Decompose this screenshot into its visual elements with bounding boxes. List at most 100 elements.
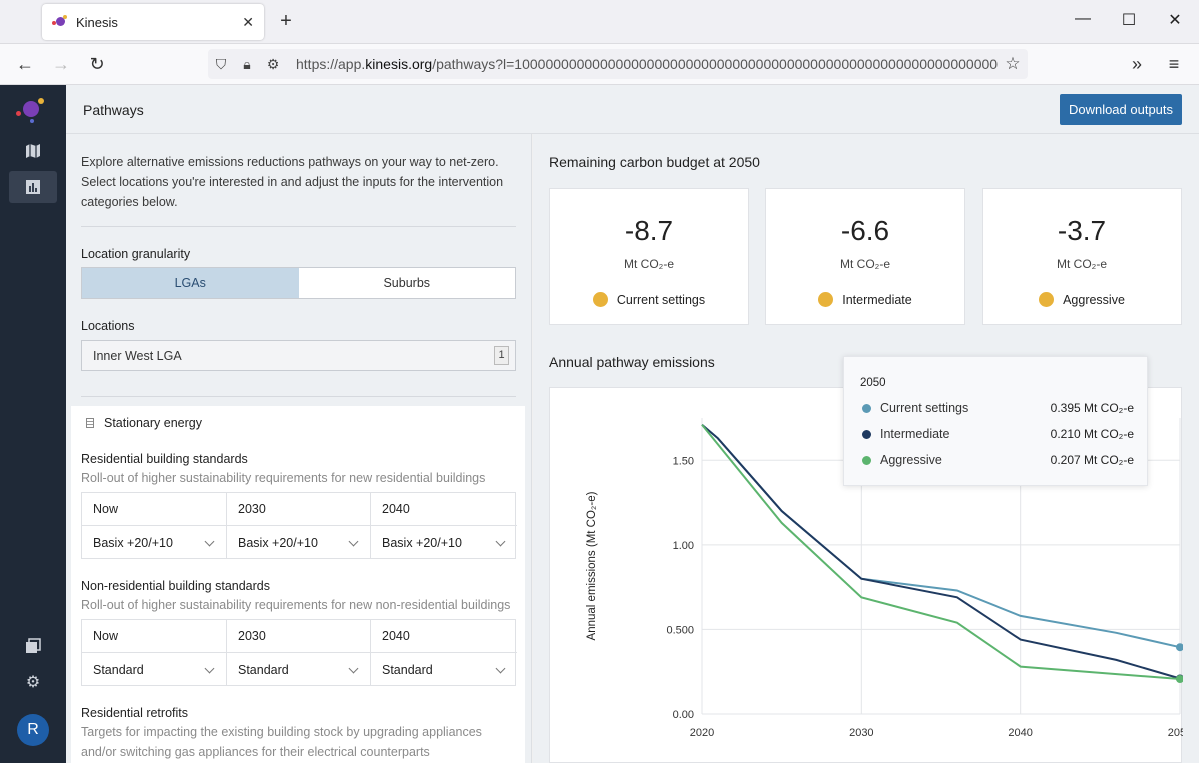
column-header-2040: 2040 bbox=[371, 493, 517, 526]
series-end-point bbox=[1176, 674, 1183, 683]
pathways-chart-icon[interactable] bbox=[9, 171, 57, 203]
y-tick-label: 1.00 bbox=[673, 540, 694, 552]
y-axis-label: Annual emissions (Mt CO₂-e) bbox=[586, 491, 598, 640]
kinesis-logo[interactable] bbox=[14, 95, 52, 125]
user-avatar[interactable]: R bbox=[17, 714, 49, 746]
url-text[interactable]: https://app.kinesis.org/pathways?l=10000… bbox=[296, 56, 998, 72]
select-value: Basix +20/+10 bbox=[93, 535, 173, 550]
intervention-title: Residential building standards bbox=[81, 452, 248, 466]
granularity-option-lgas[interactable]: LGAs bbox=[82, 268, 299, 298]
series-line bbox=[701, 424, 1181, 680]
lock-icon[interactable]: 🔒︎ bbox=[243, 55, 251, 72]
chevron-down-icon bbox=[204, 536, 215, 547]
column-header-now: Now bbox=[82, 620, 227, 653]
budget-unit: Mt CO₂-e bbox=[840, 257, 890, 271]
budget-card: -8.7 Mt CO₂-e Current settings bbox=[549, 188, 749, 325]
budget-unit: Mt CO₂-e bbox=[1057, 257, 1107, 271]
reload-button[interactable]: ↻ bbox=[89, 54, 105, 74]
download-outputs-button[interactable]: Download outputs bbox=[1060, 94, 1182, 125]
x-tick-label: 2040 bbox=[1008, 727, 1032, 739]
scenario-dot bbox=[592, 292, 608, 307]
granularity-toggle: LGAs Suburbs bbox=[81, 267, 516, 299]
close-window-button[interactable]: ✕ bbox=[1168, 12, 1182, 29]
select-now[interactable]: Standard bbox=[82, 653, 227, 686]
maximize-button[interactable]: ☐ bbox=[1121, 12, 1137, 29]
x-tick-label: 2050 bbox=[1168, 727, 1183, 739]
column-header-2040: 2040 bbox=[371, 620, 517, 653]
x-tick-label: 2030 bbox=[849, 727, 873, 739]
menu-icon[interactable]: ≡ bbox=[1168, 54, 1180, 74]
new-tab-button[interactable]: + bbox=[280, 10, 292, 32]
outputs-panel: Remaining carbon budget at 2050 -8.7 Mt … bbox=[533, 134, 1199, 763]
tooltip-row: Intermediate 0.210 Mt CO₂-e bbox=[862, 427, 1134, 441]
select-2040[interactable]: Basix +20/+10 bbox=[371, 526, 517, 559]
column-header-now: Now bbox=[82, 493, 227, 526]
scenario-label: Aggressive bbox=[1063, 292, 1125, 307]
browser-tab[interactable]: Kinesis ✕ bbox=[42, 4, 264, 40]
series-line bbox=[701, 424, 1181, 680]
intervention-description: Targets for impacting the existing build… bbox=[81, 725, 482, 759]
select-value: Basix +20/+10 bbox=[238, 535, 318, 550]
app-header: Pathways Download outputs bbox=[66, 85, 1199, 134]
y-tick-label: 0.500 bbox=[666, 624, 694, 636]
select-value: Standard bbox=[238, 662, 289, 677]
y-tick-label: 0.00 bbox=[673, 709, 694, 721]
permissions-icon[interactable]: ⚙︎ bbox=[266, 55, 280, 72]
locations-count-badge: 1 bbox=[494, 346, 509, 365]
budget-value: -6.6 bbox=[840, 215, 890, 246]
budget-value: -3.7 bbox=[1057, 215, 1107, 246]
settings-gear-icon[interactable]: ⚙ bbox=[25, 674, 41, 691]
select-value: Standard bbox=[382, 662, 433, 677]
tooltip-year: 2050 bbox=[860, 377, 886, 389]
select-2040[interactable]: Standard bbox=[371, 653, 517, 686]
intervention-description: Roll-out of higher sustainability requir… bbox=[81, 471, 486, 485]
intervention-title: Non-residential building standards bbox=[81, 579, 271, 593]
section-header: Stationary energy bbox=[86, 416, 202, 430]
locations-input[interactable]: Inner West LGA 1 bbox=[81, 340, 516, 371]
select-now[interactable]: Basix +20/+10 bbox=[82, 526, 227, 559]
tooltip-series-name: Intermediate bbox=[880, 427, 950, 441]
select-2030[interactable]: Basix +20/+10 bbox=[227, 526, 371, 559]
chevron-down-icon bbox=[495, 663, 506, 674]
section-title: Stationary energy bbox=[104, 416, 202, 430]
divider bbox=[81, 226, 516, 227]
select-value: Basix +20/+10 bbox=[382, 535, 462, 550]
shield-icon[interactable]: ⛉ bbox=[215, 55, 227, 72]
kinesis-favicon-icon bbox=[52, 14, 68, 30]
emissions-chart-svg: 0.00 0.500 1.00 1.50 2020 2030 2040 2050 Annual … bbox=[586, 418, 1183, 739]
browser-titlebar: Kinesis ✕ + — ☐ ✕ bbox=[0, 0, 1199, 44]
app-sidebar: ⚙ R bbox=[0, 85, 66, 763]
budget-title: Remaining carbon budget at 2050 bbox=[549, 154, 760, 170]
y-tick-label: 1.50 bbox=[673, 455, 694, 467]
bookmark-star-icon[interactable]: ☆ bbox=[1005, 54, 1021, 73]
documents-icon[interactable] bbox=[9, 630, 57, 662]
select-2030[interactable]: Standard bbox=[227, 653, 371, 686]
chart-title: Annual pathway emissions bbox=[549, 354, 715, 370]
tooltip-series-name: Aggressive bbox=[880, 453, 942, 467]
overflow-chevrons-icon[interactable]: » bbox=[1131, 54, 1142, 74]
chevron-down-icon bbox=[348, 536, 359, 547]
tooltip-row: Current settings 0.395 Mt CO₂-e bbox=[862, 401, 1134, 415]
minimize-button[interactable]: — bbox=[1075, 10, 1091, 27]
intervention-settings-grid: Now 2030 2040 Basix +20/+10 Basix +20/+1… bbox=[81, 492, 517, 559]
locations-value: Inner West LGA bbox=[93, 348, 182, 363]
chevron-down-icon bbox=[204, 663, 215, 674]
forward-button[interactable]: → bbox=[52, 54, 70, 74]
budget-unit: Mt CO₂-e bbox=[624, 257, 674, 271]
series-end-point bbox=[1176, 643, 1183, 652]
address-bar[interactable]: ⛉ 🔒︎ ⚙︎ https://app.kinesis.org/pathways… bbox=[208, 49, 1028, 79]
granularity-label: Location granularity bbox=[81, 247, 191, 261]
chevron-down-icon bbox=[495, 536, 506, 547]
chevron-down-icon bbox=[348, 663, 359, 674]
select-value: Standard bbox=[93, 662, 144, 677]
budget-scenario: Intermediate bbox=[766, 292, 964, 307]
tab-close-icon[interactable]: ✕ bbox=[242, 13, 254, 30]
intervention-settings-grid: Now 2030 2040 Standard Standard Standard bbox=[81, 619, 517, 686]
series-dot bbox=[862, 429, 871, 439]
tooltip-series-value: 0.210 Mt CO₂-e bbox=[1050, 427, 1134, 441]
map-icon[interactable] bbox=[9, 135, 57, 167]
tooltip-row: Aggressive 0.207 Mt CO₂-e bbox=[862, 453, 1134, 467]
building-icon bbox=[86, 418, 94, 428]
back-button[interactable]: ← bbox=[16, 54, 34, 74]
granularity-option-suburbs[interactable]: Suburbs bbox=[383, 276, 431, 290]
